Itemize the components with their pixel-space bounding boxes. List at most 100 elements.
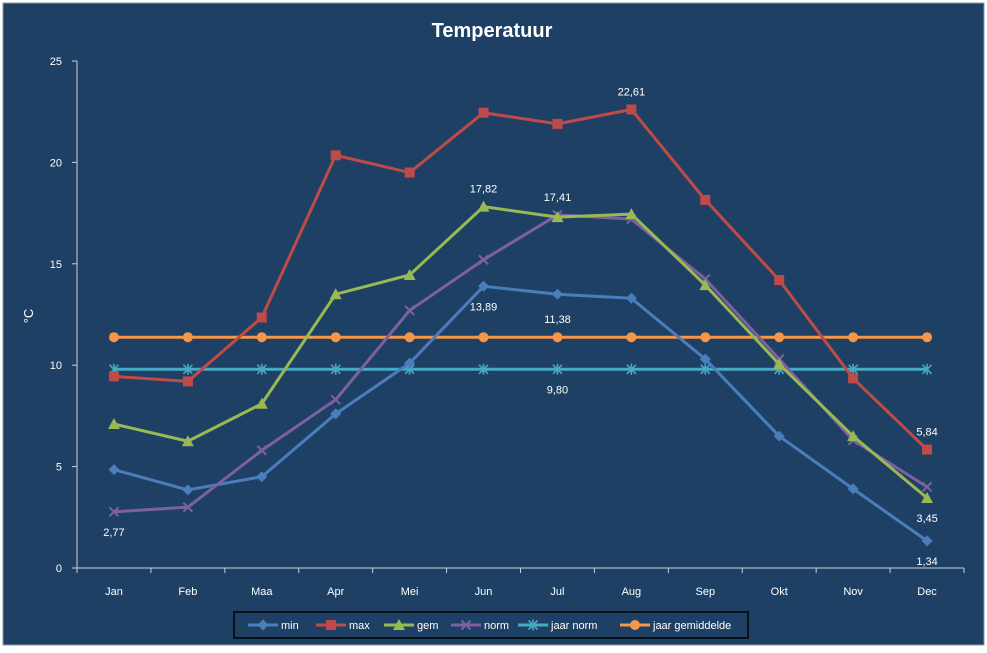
data-point-min xyxy=(330,408,342,420)
data-point-min xyxy=(478,280,490,292)
data-point-max xyxy=(848,373,859,384)
data-point-jaar-norm xyxy=(552,363,563,375)
data-label: 17,41 xyxy=(544,192,572,204)
y-tick-label: 15 xyxy=(50,259,62,271)
data-point-max xyxy=(330,150,341,161)
data-point-gem xyxy=(847,430,860,442)
x-tick-label: Jul xyxy=(550,586,564,598)
legend: min max gem norm jaar norm jaar gemiddelde xyxy=(233,611,749,639)
data-point-min xyxy=(921,535,933,547)
data-label: 11,38 xyxy=(544,314,571,326)
data-label: 1,34 xyxy=(916,556,937,568)
y-tick-label: 5 xyxy=(56,462,62,474)
data-point-gem xyxy=(107,418,120,430)
legend-label-gem: gem xyxy=(417,620,438,632)
x-tick-label: Aug xyxy=(622,586,642,598)
data-point-jaar-gemiddelde xyxy=(182,332,193,343)
data-label: 9,80 xyxy=(547,384,568,396)
data-point-min xyxy=(699,353,711,365)
data-label: 17,82 xyxy=(470,184,498,196)
data-point-jaar-gemiddelde xyxy=(626,332,637,343)
data-point-jaar-gemiddelde xyxy=(848,332,859,343)
legend-item-jaar-norm: jaar norm xyxy=(518,619,597,632)
data-point-norm xyxy=(330,394,341,405)
x-tick-label: Maa xyxy=(251,586,273,598)
data-point-jaar-norm xyxy=(921,363,933,375)
data-point-norm xyxy=(404,305,415,316)
data-point-gem xyxy=(699,279,712,291)
data-label: 2,77 xyxy=(103,527,124,539)
legend-label-jaar-gemiddelde: jaar gemiddelde xyxy=(652,620,731,632)
series-line-min xyxy=(113,284,928,543)
series-line-gem xyxy=(113,205,929,500)
data-point-jaar-gemiddelde xyxy=(922,332,933,343)
series-gem xyxy=(107,200,934,504)
data-label: 22,61 xyxy=(618,86,646,98)
data-point-min xyxy=(551,288,563,300)
data-point-norm xyxy=(108,506,120,518)
y-tick-label: 20 xyxy=(50,157,62,169)
legend-marker-norm xyxy=(460,619,472,631)
legend-marker-gem xyxy=(393,619,405,630)
data-point-max xyxy=(256,312,267,323)
data-point-min xyxy=(404,357,416,369)
data-point-min xyxy=(182,484,194,496)
data-point-norm xyxy=(256,445,267,456)
data-point-gem xyxy=(477,200,490,212)
data-point-gem xyxy=(921,492,934,504)
data-point-jaar-gemiddelde xyxy=(774,332,785,343)
series-line-max xyxy=(113,107,929,451)
data-point-jaar-norm xyxy=(478,363,489,375)
data-point-max xyxy=(922,444,933,455)
legend-item-gem: gem xyxy=(384,619,438,632)
x-tick-label: Mei xyxy=(401,586,419,598)
x-tick-label: Feb xyxy=(178,586,197,598)
data-point-gem xyxy=(255,397,268,409)
data-point-jaar-gemiddelde xyxy=(404,332,415,343)
legend-item-jaar-gemiddelde: jaar gemiddelde xyxy=(620,620,731,632)
data-point-jaar-gemiddelde xyxy=(700,332,711,343)
x-tick-label: Dec xyxy=(917,586,937,598)
y-tick-label: 25 xyxy=(50,56,62,68)
data-point-jaar-gemiddelde xyxy=(256,332,267,343)
series-max xyxy=(108,104,933,455)
axes: 0 5 10 15 20 25 Jan Feb Maa Apr Mei Jun Jul Aug Sep Okt… xyxy=(50,56,965,598)
series-min xyxy=(108,280,933,547)
series-line-norm xyxy=(113,213,928,514)
legend-item-min: min xyxy=(248,619,299,632)
y-axis-label: °C xyxy=(21,309,36,324)
data-point-jaar-gemiddelde xyxy=(478,332,489,343)
x-tick-label: Nov xyxy=(843,586,863,598)
data-point-max xyxy=(774,275,785,286)
data-point-norm xyxy=(182,501,194,513)
data-point-jaar-gemiddelde xyxy=(552,332,563,343)
data-point-gem xyxy=(773,358,786,370)
data-point-jaar-norm xyxy=(626,363,637,375)
data-labels: 2,77 13,89 17,82 17,41 22,61 11,38 9,80 5,84 3,4… xyxy=(103,86,938,567)
data-point-max xyxy=(552,118,563,129)
data-label: 5,84 xyxy=(916,427,937,439)
data-label: 13,89 xyxy=(470,301,498,313)
data-point-min xyxy=(625,292,637,304)
y-tick-label: 0 xyxy=(56,563,62,575)
data-point-jaar-norm xyxy=(182,363,193,375)
legend-marker-min xyxy=(257,619,269,631)
legend-marker-jaar-gemiddelde xyxy=(630,620,640,630)
data-point-min xyxy=(108,464,120,476)
data-point-max xyxy=(478,107,489,118)
data-point-max xyxy=(700,194,711,205)
data-point-jaar-gemiddelde xyxy=(330,332,341,343)
y-tick-label: 10 xyxy=(50,360,62,372)
data-point-gem xyxy=(329,288,342,300)
legend-item-max: max xyxy=(316,620,370,632)
legend-marker-max xyxy=(326,620,336,630)
x-tick-label: Apr xyxy=(327,586,344,598)
series-layer xyxy=(107,104,934,547)
data-point-norm xyxy=(921,481,933,493)
data-point-jaar-gemiddelde xyxy=(108,332,119,343)
chart-title: Temperatuur xyxy=(432,20,553,42)
x-tick-label: Sep xyxy=(696,586,716,598)
data-point-max xyxy=(626,104,637,115)
